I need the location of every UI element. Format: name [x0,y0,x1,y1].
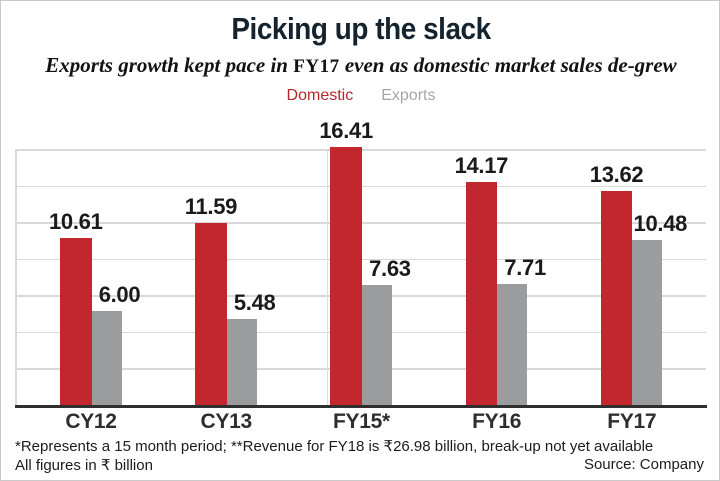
x-axis-label-FY17: FY17 [607,410,657,433]
x-axis-label-CY12: CY12 [65,410,117,433]
vertical-gridline-fy15 [327,149,328,405]
value-label-exports-FY16: 7.71 [504,254,546,280]
chart-legend: Domestic Exports [1,87,719,105]
bar-domestic-CY12 [60,238,92,405]
footnote-line1: *Represents a 15 month period; **Revenue… [15,438,654,455]
value-label-domestic-CY13: 11.59 [184,193,238,219]
bar-domestic-FY16 [465,182,498,405]
value-label-domestic-FY15*: 16.41 [319,118,373,144]
value-label-domestic-FY16: 14.17 [454,153,509,179]
bar-domestic-FY15* [330,147,362,405]
x-axis-label-FY16: FY16 [472,410,522,433]
value-label-exports-FY15*: 7.63 [369,256,411,282]
value-label-exports-CY13: 5.48 [233,289,276,315]
subtitle-suffix: even as domestic market sales de-grew [339,53,677,77]
bar-exports-FY16 [497,283,528,405]
chart-subtitle: Exports growth kept pace in FY17 even as… [1,53,719,78]
y-axis-line [15,149,17,405]
x-axis-label-FY15: FY15* [332,410,390,433]
page-title: Picking up the slack [231,11,491,46]
title-row: Picking up the slack [1,11,719,47]
source-credit: Source: Company [583,456,704,473]
subtitle-prefix: Exports growth kept pace in [45,53,294,77]
value-label-exports-FY17: 10.48 [633,211,688,237]
bar-exports-FY15* [361,285,392,405]
subtitle-fy17: FY17 [293,56,340,77]
legend-item-domestic: Domestic [286,87,354,104]
bar-exports-CY12 [91,310,122,405]
bar-domestic-CY13 [195,222,227,405]
x-axis-line [15,405,707,408]
legend-item-exports: Exports [381,87,436,104]
bar-exports-CY13 [226,318,257,405]
value-label-domestic-CY12: 10.61 [48,209,103,235]
bar-exports-FY17 [632,240,663,405]
bar-domestic-FY17 [600,190,633,405]
value-label-domestic-FY17: 13.62 [589,161,644,187]
footnote-line2: All figures in ₹ billion [15,457,153,474]
x-axis-label-CY13: CY13 [200,410,253,433]
value-label-exports-CY12: 6.00 [98,281,141,307]
